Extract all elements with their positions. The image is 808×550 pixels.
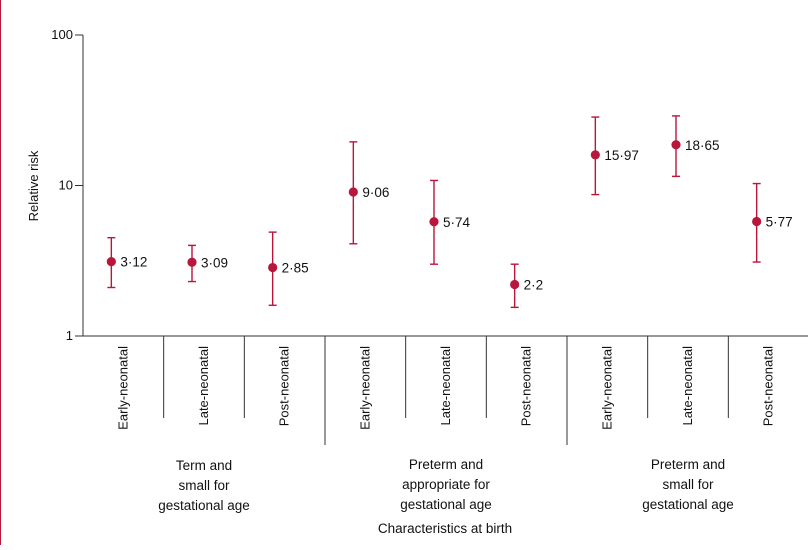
group-labels: Term and small for gestational age Preterm … [158,457,734,513]
value-label: 3·09 [201,255,228,270]
category-label: Post-neonatal [519,346,534,426]
group-label-line: small for [662,477,714,492]
group-label-line: Preterm and [651,457,725,472]
y-tick-label: 10 [59,178,73,193]
value-label: 18·65 [685,138,720,153]
y-tick-label: 100 [51,27,73,42]
group-label-line: gestational age [158,498,250,513]
group-label-line: Term and [176,458,232,473]
data-point [429,217,439,227]
category-label: Post-neonatal [277,346,292,426]
category-label: Post-neonatal [761,346,776,426]
data-point [106,257,116,267]
category-label: Early-neonatal [599,346,614,430]
value-label: 3·12 [120,255,147,270]
data-point [510,279,520,290]
group-label-line: appropriate for [402,477,490,492]
category-label: Early-neonatal [357,346,372,430]
x-axis-label: Characteristics at birth [378,521,512,536]
value-label: 15·97 [604,148,639,163]
value-label: 5·74 [443,215,471,230]
group-label-line: small for [178,478,230,493]
category-label: Late-neonatal [196,346,211,426]
value-label: 2·2 [524,277,544,292]
value-label: 9·06 [362,185,389,200]
category-label: Early-neonatal [115,346,130,430]
data-point [671,140,681,150]
data-point [268,262,278,273]
data-point [752,216,762,227]
category-labels: Early-neonatal Late-neonatal Post-neonatal… [115,346,775,430]
category-label: Late-neonatal [680,346,695,426]
group-label-line: Preterm and [409,457,483,472]
data-marks: 3·12 3·09 2·85 9·06 5·74 2·2 15·97 18·65 5·77 [106,115,793,309]
category-label: Late-neonatal [438,346,453,426]
data-point [187,257,197,267]
group-label-line: gestational age [400,497,492,512]
y-tick-label: 1 [66,328,73,343]
y-axis-label: Relative risk [26,150,41,221]
value-label: 5·77 [766,214,793,229]
data-point [348,187,358,197]
y-ticks: 1 10 100 [51,27,83,343]
data-point [590,150,600,160]
value-label: 2·85 [282,261,309,276]
group-label-line: gestational age [642,497,734,512]
